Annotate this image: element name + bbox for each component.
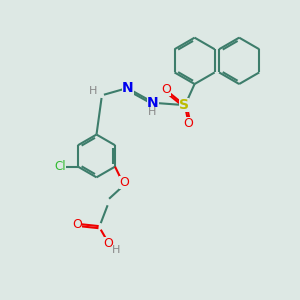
Text: H: H <box>148 107 156 117</box>
Text: O: O <box>103 237 113 250</box>
Text: H: H <box>112 245 120 256</box>
Text: S: S <box>179 98 189 112</box>
Text: N: N <box>122 81 134 94</box>
Text: H: H <box>89 86 98 96</box>
Text: Cl: Cl <box>54 160 66 173</box>
Text: O: O <box>72 218 82 231</box>
Text: N: N <box>147 96 159 110</box>
Text: O: O <box>161 83 171 97</box>
Text: O: O <box>119 176 129 190</box>
Text: O: O <box>184 117 194 130</box>
